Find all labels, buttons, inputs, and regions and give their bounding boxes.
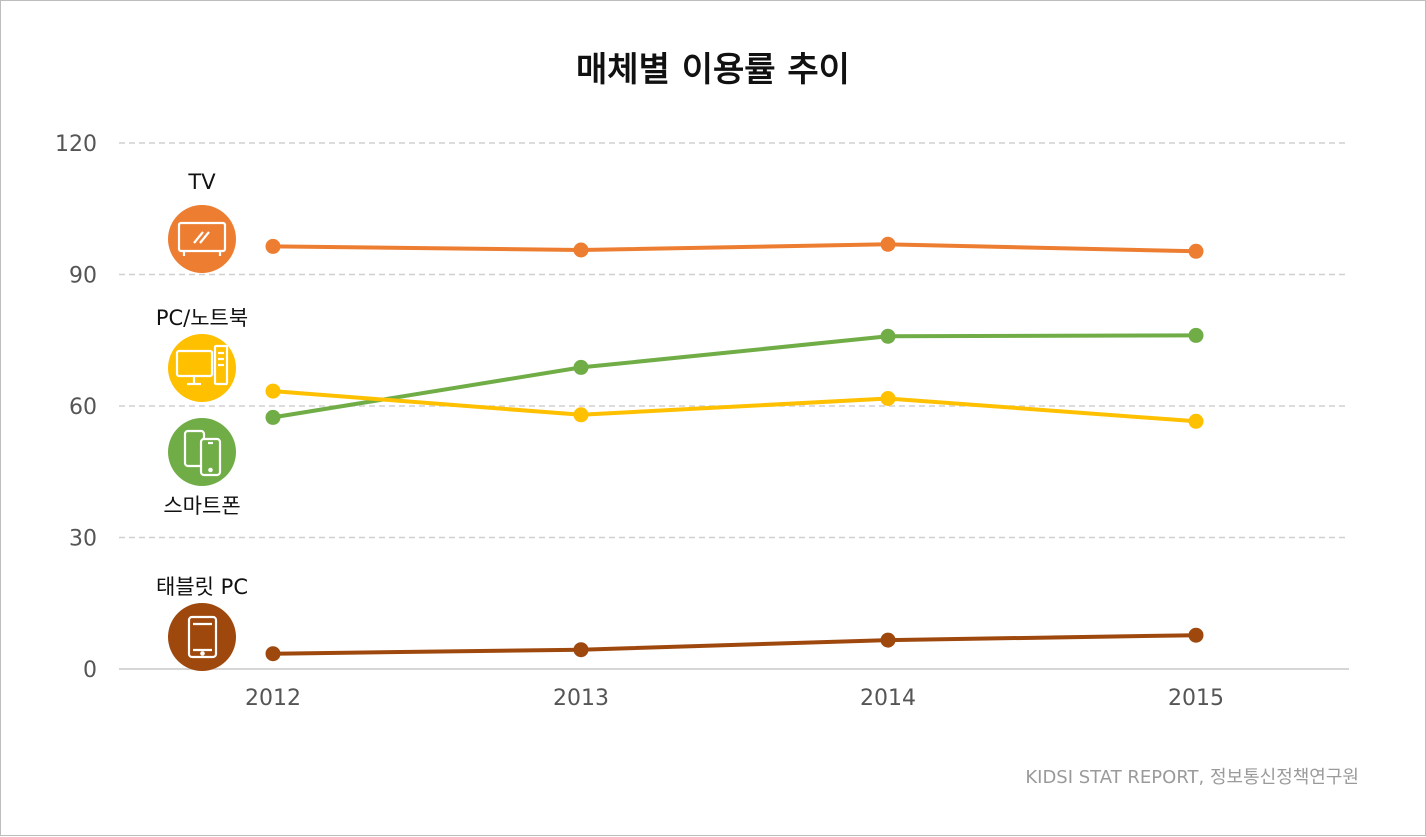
chart-title: 매체별 이용률 추이	[576, 50, 850, 90]
legend-item-pc: PC/노트북	[156, 306, 248, 402]
series-1	[265, 383, 1204, 429]
y-tick-label: 120	[55, 132, 97, 157]
data-point	[880, 391, 896, 406]
data-point	[880, 236, 896, 252]
series-line	[272, 242, 1197, 254]
legend-item-tablet: 태블릿 PC	[156, 575, 248, 671]
legend-item-tv: TV	[168, 170, 236, 273]
data-point	[573, 242, 589, 258]
series-line	[272, 633, 1197, 656]
tv-icon	[177, 221, 227, 256]
series-lines	[265, 236, 1204, 662]
series-line	[272, 389, 1197, 424]
legend: TV PC/노트북	[156, 170, 248, 671]
data-point	[573, 359, 589, 375]
tablet-icon	[187, 615, 218, 659]
legend-label-tv: TV	[187, 170, 216, 194]
data-point	[1188, 627, 1204, 643]
x-axis-ticks: 2012 2013 2014 2015	[245, 686, 1224, 711]
y-tick-label: 60	[69, 395, 97, 420]
data-point	[1188, 243, 1204, 259]
legend-label-smartphone: 스마트폰	[163, 494, 240, 518]
legend-badge-tablet	[168, 603, 236, 671]
data-point	[265, 409, 281, 425]
x-tick-label: 2015	[1168, 686, 1224, 711]
data-point	[573, 642, 589, 658]
x-tick-label: 2014	[860, 686, 916, 711]
source-note: KIDSI STAT REPORT, 정보통신정책연구원	[1025, 767, 1359, 788]
data-point	[1188, 413, 1204, 429]
y-tick-label: 30	[69, 527, 97, 552]
legend-label-pc: PC/노트북	[156, 306, 248, 330]
data-point	[265, 383, 281, 399]
series-0	[265, 236, 1204, 259]
y-tick-label: 0	[83, 658, 97, 683]
legend-label-tablet: 태블릿 PC	[156, 575, 248, 599]
data-point	[573, 407, 589, 423]
series-line	[272, 333, 1197, 420]
series-3	[265, 627, 1204, 662]
y-tick-label: 90	[69, 264, 97, 289]
x-tick-label: 2013	[553, 686, 609, 711]
x-tick-label: 2012	[245, 686, 301, 711]
data-point	[880, 328, 896, 344]
legend-item-smartphone: 스마트폰	[163, 418, 241, 518]
data-point	[265, 238, 281, 254]
data-point	[265, 646, 281, 662]
data-point	[880, 632, 896, 648]
smartphone-icon	[183, 429, 222, 477]
legend-badge-pc	[168, 334, 236, 402]
series-2	[265, 327, 1204, 425]
data-point	[1188, 327, 1204, 343]
y-axis-ticks: 0 30 60 90 120	[55, 132, 97, 683]
desktop-pc-icon	[175, 344, 229, 386]
